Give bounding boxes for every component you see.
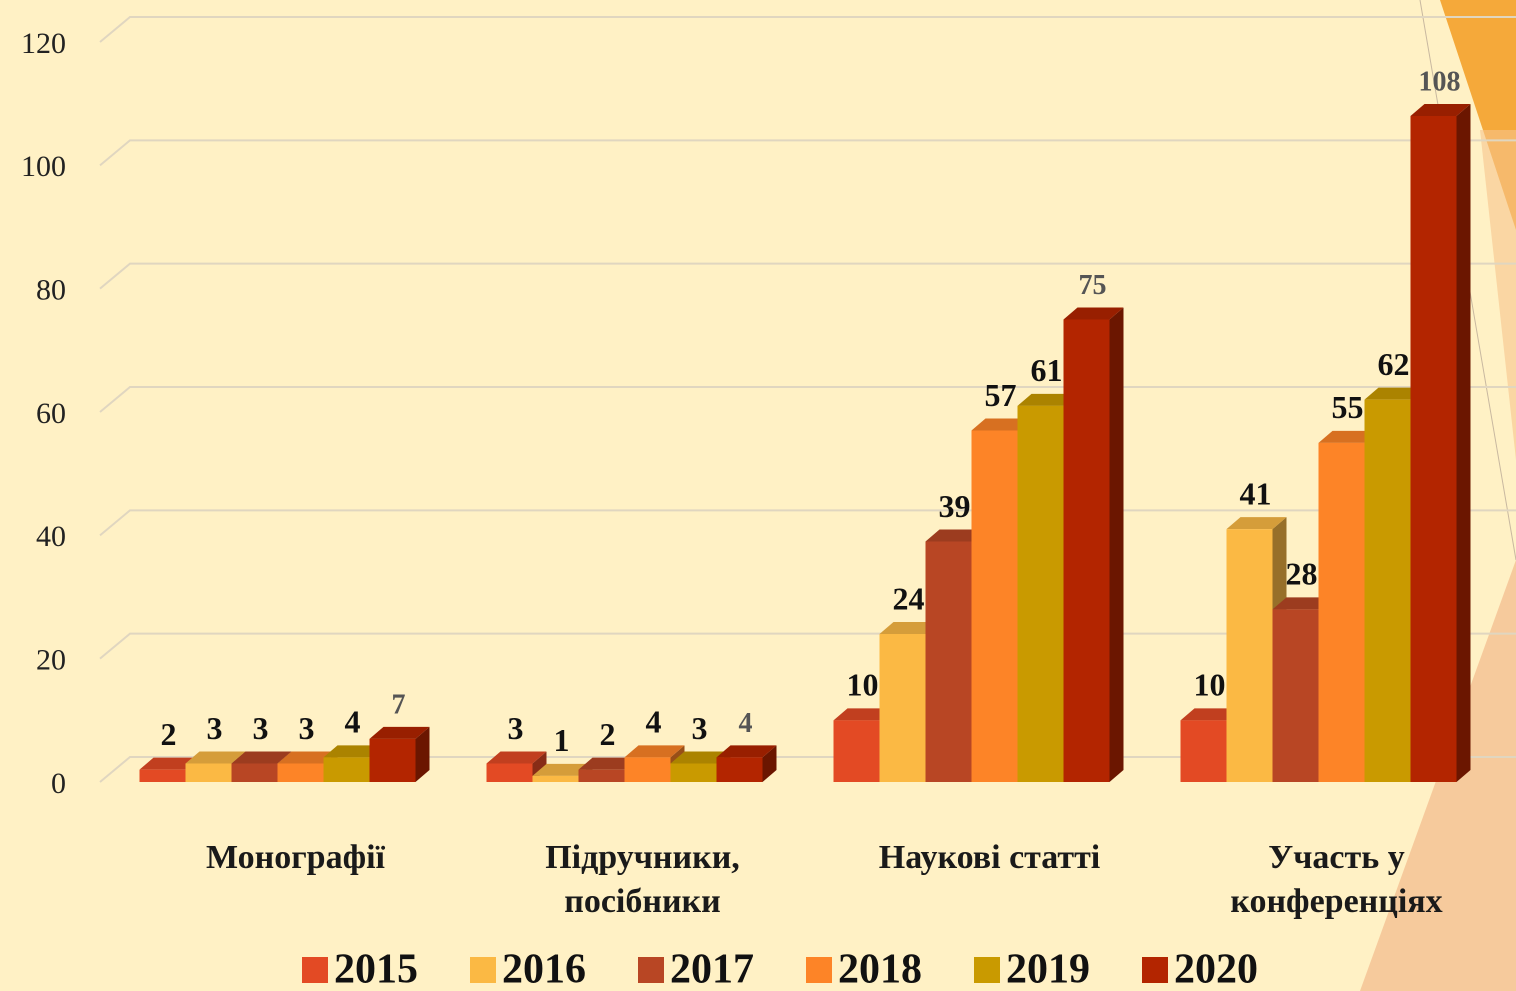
data-label: 28 [1286, 556, 1318, 592]
bar-front [232, 764, 278, 783]
bar-front [140, 770, 186, 782]
decor [1480, 130, 1516, 460]
data-label: 2 [161, 716, 177, 752]
data-label: 75 [1079, 270, 1107, 301]
data-label: 4 [739, 708, 753, 739]
data-label: 3 [253, 710, 269, 746]
bar-front [370, 739, 416, 782]
bar-front [926, 542, 972, 783]
bar-front [717, 757, 763, 782]
bar-front [186, 764, 232, 783]
y-tick-label: 0 [51, 767, 66, 800]
y-tick-label: 80 [36, 274, 66, 307]
bar-side [1457, 104, 1471, 782]
bar-front [324, 757, 370, 782]
data-label: 10 [1194, 667, 1226, 703]
x-tick-label: Участь у конференціях [1187, 836, 1487, 924]
data-label: 62 [1378, 346, 1410, 382]
legend-label: 2020 [1174, 947, 1258, 991]
data-label: 3 [508, 710, 524, 746]
data-label: 55 [1332, 389, 1364, 425]
data-label: 4 [345, 704, 361, 740]
bar [1064, 308, 1124, 783]
data-label: 57 [985, 377, 1017, 413]
page: 0204060801001202333473124341024395761751… [0, 0, 1516, 991]
legend-swatch [638, 957, 664, 983]
legend-label: 2016 [502, 947, 586, 991]
legend-label: 2017 [670, 947, 754, 991]
y-tick-label: 20 [36, 644, 66, 677]
y-tick-label: 100 [21, 150, 66, 183]
bar-front [1273, 609, 1319, 782]
data-label: 10 [847, 667, 879, 703]
legend-swatch [806, 957, 832, 983]
data-label: 7 [392, 689, 406, 720]
data-label: 108 [1419, 66, 1461, 97]
legend-label: 2018 [838, 947, 922, 991]
bar-front [1319, 443, 1365, 782]
bar-front [1018, 406, 1064, 782]
bar-front [880, 634, 926, 782]
legend-swatch [1142, 957, 1168, 983]
bar-front [834, 720, 880, 782]
y-tick-label: 60 [36, 397, 66, 430]
data-label: 2 [600, 716, 616, 752]
x-tick-label: Наукові статті [840, 836, 1140, 880]
y-tick-label: 120 [21, 27, 66, 60]
legend-swatch [470, 957, 496, 983]
bar-front [1181, 720, 1227, 782]
bar-front [671, 764, 717, 783]
bar [717, 745, 777, 782]
data-label: 4 [646, 704, 662, 740]
legend-swatch [302, 957, 328, 983]
bar [370, 727, 430, 782]
x-tick-label: Підручники, посібники [493, 836, 793, 924]
grid-line [100, 510, 1516, 535]
grid-line [100, 140, 1516, 165]
grid-line [100, 387, 1516, 412]
bar-front [579, 770, 625, 782]
bar-front [1365, 400, 1411, 782]
data-label: 1 [554, 722, 570, 758]
x-tick-label: Монографії [146, 836, 446, 880]
data-label: 3 [299, 710, 315, 746]
bar-front [1411, 116, 1457, 782]
bar-front [1227, 529, 1273, 782]
bar-front [1064, 320, 1110, 783]
bar [1411, 104, 1471, 782]
bar-front [972, 431, 1018, 783]
bar-side [1110, 308, 1124, 783]
data-label: 61 [1031, 352, 1063, 388]
grid-line [100, 17, 1516, 42]
bar-front [487, 764, 533, 783]
legend-label: 2015 [334, 947, 418, 991]
data-label: 39 [939, 488, 971, 524]
data-label: 3 [692, 710, 708, 746]
bar-front [278, 764, 324, 783]
data-label: 3 [207, 710, 223, 746]
bar-front [625, 757, 671, 782]
legend-swatch [974, 957, 1000, 983]
legend-label: 2019 [1006, 947, 1090, 991]
grid-line [100, 264, 1516, 289]
data-label: 41 [1240, 476, 1272, 512]
bar-front [533, 776, 579, 782]
y-tick-label: 40 [36, 520, 66, 553]
data-label: 24 [893, 580, 925, 616]
